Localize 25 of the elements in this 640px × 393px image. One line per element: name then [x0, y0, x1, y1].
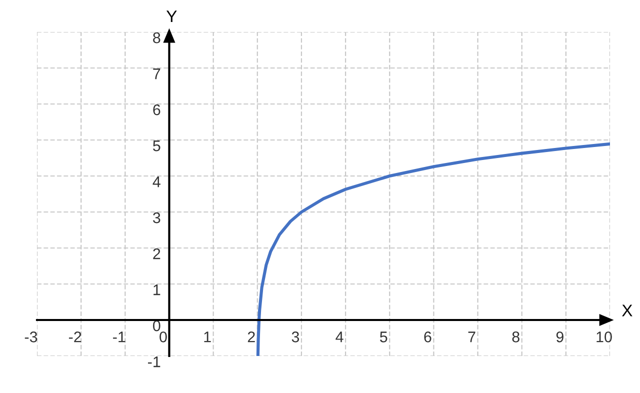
x-tick-label: 1 [204, 332, 211, 342]
y-tick-label: 8 [153, 32, 160, 44]
y-axis-title: Y [166, 10, 177, 22]
x-tick-label: 7 [468, 332, 476, 342]
x-tick-label: -1 [113, 332, 126, 342]
x-tick-label: 6 [424, 332, 432, 342]
x-tick-label: 5 [380, 332, 388, 342]
x-tick-label: 2 [248, 332, 255, 342]
x-tick-label: 9 [556, 332, 564, 342]
x-tick-label: -3 [24, 332, 38, 342]
y-tick-label: -1 [148, 356, 160, 368]
x-tick-label: 10 [596, 332, 612, 342]
y-tick-label: 3 [152, 212, 160, 224]
y-tick-label: 5 [153, 140, 160, 152]
x-tick-label: 4 [336, 332, 344, 342]
y-tick-label: 0 [153, 320, 160, 332]
x-tick-label: 8 [512, 332, 520, 342]
y-tick-label: 7 [153, 68, 160, 80]
y-tick-label: 2 [153, 248, 160, 260]
y-tick-label: 1 [154, 284, 160, 296]
y-tick-label: 6 [153, 104, 160, 116]
x-axis-title: X [622, 304, 632, 316]
y-tick-label: 4 [152, 176, 160, 188]
x-tick-label: -2 [68, 332, 82, 342]
x-tick-label: 3 [292, 332, 300, 342]
